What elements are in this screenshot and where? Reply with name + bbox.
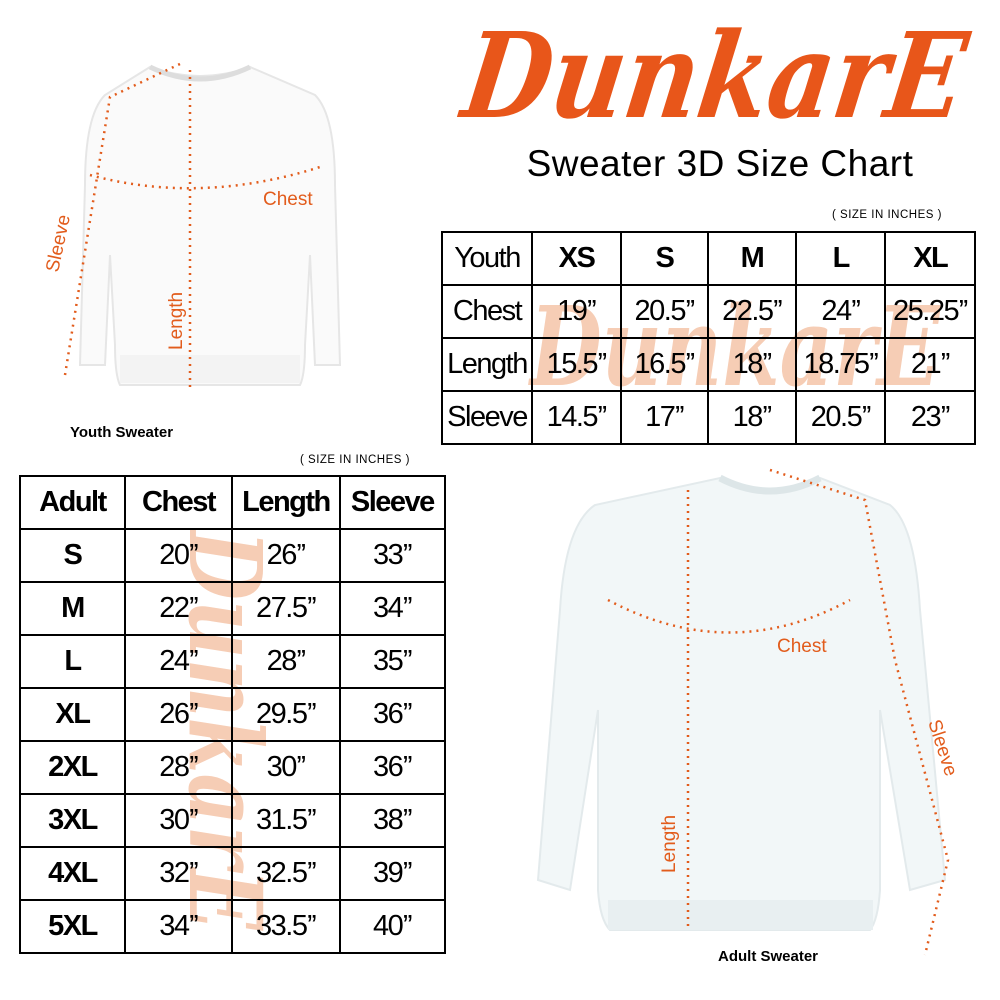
row-header: Chest <box>440 284 534 339</box>
page-title: Sweater 3D Size Chart <box>526 143 914 184</box>
table-cell: 33’’ <box>338 528 447 583</box>
row-header: 4XL <box>19 846 126 901</box>
table-cell: 34’’ <box>123 899 234 954</box>
table-cell: 30’’ <box>123 793 234 848</box>
table-cell: 24’’ <box>123 634 234 689</box>
row-header: Sleeve <box>440 390 534 445</box>
table-row: 3XL 30’’ 31.5’’ 38’’ <box>19 793 447 848</box>
youth-sweater-illustration: Chest Length Sleeve <box>42 61 342 387</box>
table-cell: 18.75’’ <box>794 337 887 392</box>
column-header: XS <box>531 231 622 286</box>
table-cell: 28’’ <box>231 634 341 689</box>
table-cell: 19’’ <box>531 284 622 339</box>
table-cell: 18’’ <box>706 337 797 392</box>
table-cell: 30’’ <box>231 740 341 795</box>
table-cell: 20.5’’ <box>794 390 887 445</box>
table-header-row: Youth XS S M L XL <box>440 231 976 286</box>
table-cell: 34’’ <box>338 581 447 636</box>
table-cell: 24’’ <box>794 284 887 339</box>
column-header: M <box>706 231 797 286</box>
table-cell: 38’’ <box>338 793 447 848</box>
table-row: 2XL 28’’ 30’’ 36’’ <box>19 740 447 795</box>
row-header: L <box>19 634 126 689</box>
table-cell: 17’’ <box>619 390 709 445</box>
table-cell: 33.5’’ <box>231 899 341 954</box>
adult-length-label: Length <box>659 815 680 873</box>
column-header: Length <box>231 475 341 530</box>
column-header: Chest <box>123 475 234 530</box>
column-header: Adult <box>19 475 126 530</box>
table-cell: 22.5’’ <box>706 284 797 339</box>
table-cell: 26’’ <box>123 687 234 742</box>
table-cell: 36’’ <box>338 740 447 795</box>
column-header: S <box>619 231 709 286</box>
youth-unit-note: ( SIZE IN INCHES ) <box>832 209 942 221</box>
table-cell: 36’’ <box>338 687 447 742</box>
table-row: L 24’’ 28’’ 35’’ <box>19 634 447 689</box>
youth-sleeve-label: Sleeve <box>42 213 75 274</box>
table-cell: 22’’ <box>123 581 234 636</box>
table-row: Length 15.5’’ 16.5’’ 18’’ 18.75’’ 21’’ <box>440 337 976 392</box>
table-row: S 20’’ 26’’ 33’’ <box>19 528 447 583</box>
table-row: Chest 19’’ 20.5’’ 22.5’’ 24’’ 25.25’’ <box>440 284 976 339</box>
table-row: M 22’’ 27.5’’ 34’’ <box>19 581 447 636</box>
youth-chest-label: Chest <box>263 189 313 210</box>
youth-size-table: Youth XS S M L XL Chest 19’’ 20.5’’ 22.5’’ 24’’ 25.… <box>440 231 976 445</box>
table-cell: 21’’ <box>884 337 976 392</box>
table-cell: 27.5’’ <box>231 581 341 636</box>
table-header-row: Adult Chest Length Sleeve <box>19 475 447 530</box>
row-header: XL <box>19 687 126 742</box>
table-row: Sleeve 14.5’’ 17’’ 18’’ 20.5’’ 23’’ <box>440 390 976 445</box>
table-cell: 26’’ <box>231 528 341 583</box>
brand-logo: DunkarE <box>453 7 976 145</box>
row-header: M <box>19 581 126 636</box>
row-header: S <box>19 528 126 583</box>
table-cell: 14.5’’ <box>531 390 622 445</box>
table-cell: 28’’ <box>123 740 234 795</box>
table-cell: 18’’ <box>706 390 797 445</box>
column-header: XL <box>884 231 976 286</box>
table-cell: 29.5’’ <box>231 687 341 742</box>
column-header: Sleeve <box>338 475 447 530</box>
youth-caption: Youth Sweater <box>70 424 174 441</box>
table-cell: 32.5’’ <box>231 846 341 901</box>
table-row: 5XL 34’’ 33.5’’ 40’’ <box>19 899 447 954</box>
svg-text:DunkarE: DunkarE <box>453 7 976 145</box>
table-cell: 32’’ <box>123 846 234 901</box>
adult-size-table: Adult Chest Length Sleeve S 20’’ 26’’ 33’’ M 22’’… <box>19 475 447 954</box>
table-cell: 20.5’’ <box>619 284 709 339</box>
table-cell: 25.25’’ <box>884 284 976 339</box>
column-header: L <box>794 231 887 286</box>
row-header: 3XL <box>19 793 126 848</box>
column-header: Youth <box>440 231 534 286</box>
adult-chest-label: Chest <box>777 636 827 657</box>
table-cell: 39’’ <box>338 846 447 901</box>
adult-caption: Adult Sweater <box>718 948 819 965</box>
table-cell: 40’’ <box>338 899 447 954</box>
table-cell: 31.5’’ <box>231 793 341 848</box>
table-cell: 35’’ <box>338 634 447 689</box>
youth-length-label: Length <box>166 292 187 350</box>
row-header: Length <box>440 337 534 392</box>
table-cell: 16.5’’ <box>619 337 709 392</box>
table-cell: 23’’ <box>884 390 976 445</box>
adult-sweater-illustration: Chest Length Sleeve <box>536 468 961 956</box>
table-row: 4XL 32’’ 32.5’’ 39’’ <box>19 846 447 901</box>
table-row: XL 26’’ 29.5’’ 36’’ <box>19 687 447 742</box>
table-cell: 20’’ <box>123 528 234 583</box>
row-header: 2XL <box>19 740 126 795</box>
row-header: 5XL <box>19 899 126 954</box>
table-cell: 15.5’’ <box>531 337 622 392</box>
adult-unit-note: ( SIZE IN INCHES ) <box>300 454 410 466</box>
